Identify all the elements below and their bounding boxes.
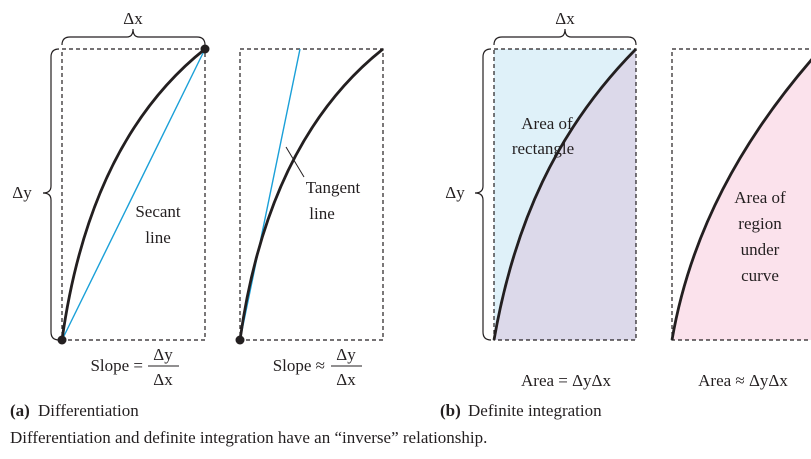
denominator: Δx — [336, 370, 356, 389]
dashed-box — [239, 48, 384, 341]
delta-x-label: Δx — [555, 9, 575, 28]
point — [57, 335, 67, 345]
slope-formula: Slope ≈ — [273, 356, 325, 375]
delta-x-label: Δx — [123, 9, 143, 28]
curve — [670, 58, 811, 341]
region-label: rectangle — [512, 139, 574, 158]
denominator: Δx — [153, 370, 173, 389]
panel-secant: Δx Δy Secant line Slope = Δy Δx — [12, 9, 210, 389]
secant-line — [61, 48, 206, 341]
point — [200, 44, 210, 54]
tangent-line — [239, 48, 301, 341]
panel-rectangle: Δx Δy Area of rectangle Area = ΔyΔx — [445, 9, 637, 390]
numerator: Δy — [153, 345, 173, 364]
curve — [60, 47, 206, 341]
region-label: under — [741, 240, 780, 259]
point — [235, 335, 245, 345]
subcaption-text: Differentiation — [38, 401, 139, 420]
brace-top — [493, 28, 637, 46]
region-label: Area of — [521, 114, 573, 133]
secant-label: Secant — [135, 202, 181, 221]
secant-label: line — [145, 228, 171, 247]
panel-tangent: Tangent line Slope ≈ Δy Δx — [235, 47, 384, 389]
area-under-curve — [672, 60, 811, 340]
tangent-label: Tangent — [306, 178, 361, 197]
region-label: region — [738, 214, 782, 233]
tangent-label: line — [309, 204, 335, 223]
region-label: curve — [741, 266, 779, 285]
panel-region: Area of region under curve Area ≈ ΔyΔx — [670, 48, 811, 390]
subcaption-text: Definite integration — [468, 401, 602, 420]
subcaption-tag: (a) — [10, 401, 30, 420]
brace-left — [42, 48, 60, 341]
leader-line — [285, 146, 305, 178]
dashed-box — [671, 48, 811, 341]
delta-y-label: Δy — [12, 183, 32, 202]
dashed-box — [61, 48, 206, 341]
numerator: Δy — [336, 345, 356, 364]
brace-left — [474, 48, 492, 341]
area-under-curve — [494, 49, 636, 340]
dashed-box — [493, 48, 637, 341]
curve — [492, 48, 637, 341]
caption: Differentiation and definite integration… — [10, 428, 487, 447]
brace-top — [61, 28, 206, 46]
delta-y-label: Δy — [445, 183, 465, 202]
area-formula: Area ≈ ΔyΔx — [698, 371, 788, 390]
subcaption-tag: (b) — [440, 401, 461, 420]
region-label: Area of — [734, 188, 786, 207]
slope-formula: Slope = — [90, 356, 143, 375]
area-formula: Area = ΔyΔx — [521, 371, 611, 390]
curve — [238, 47, 384, 341]
